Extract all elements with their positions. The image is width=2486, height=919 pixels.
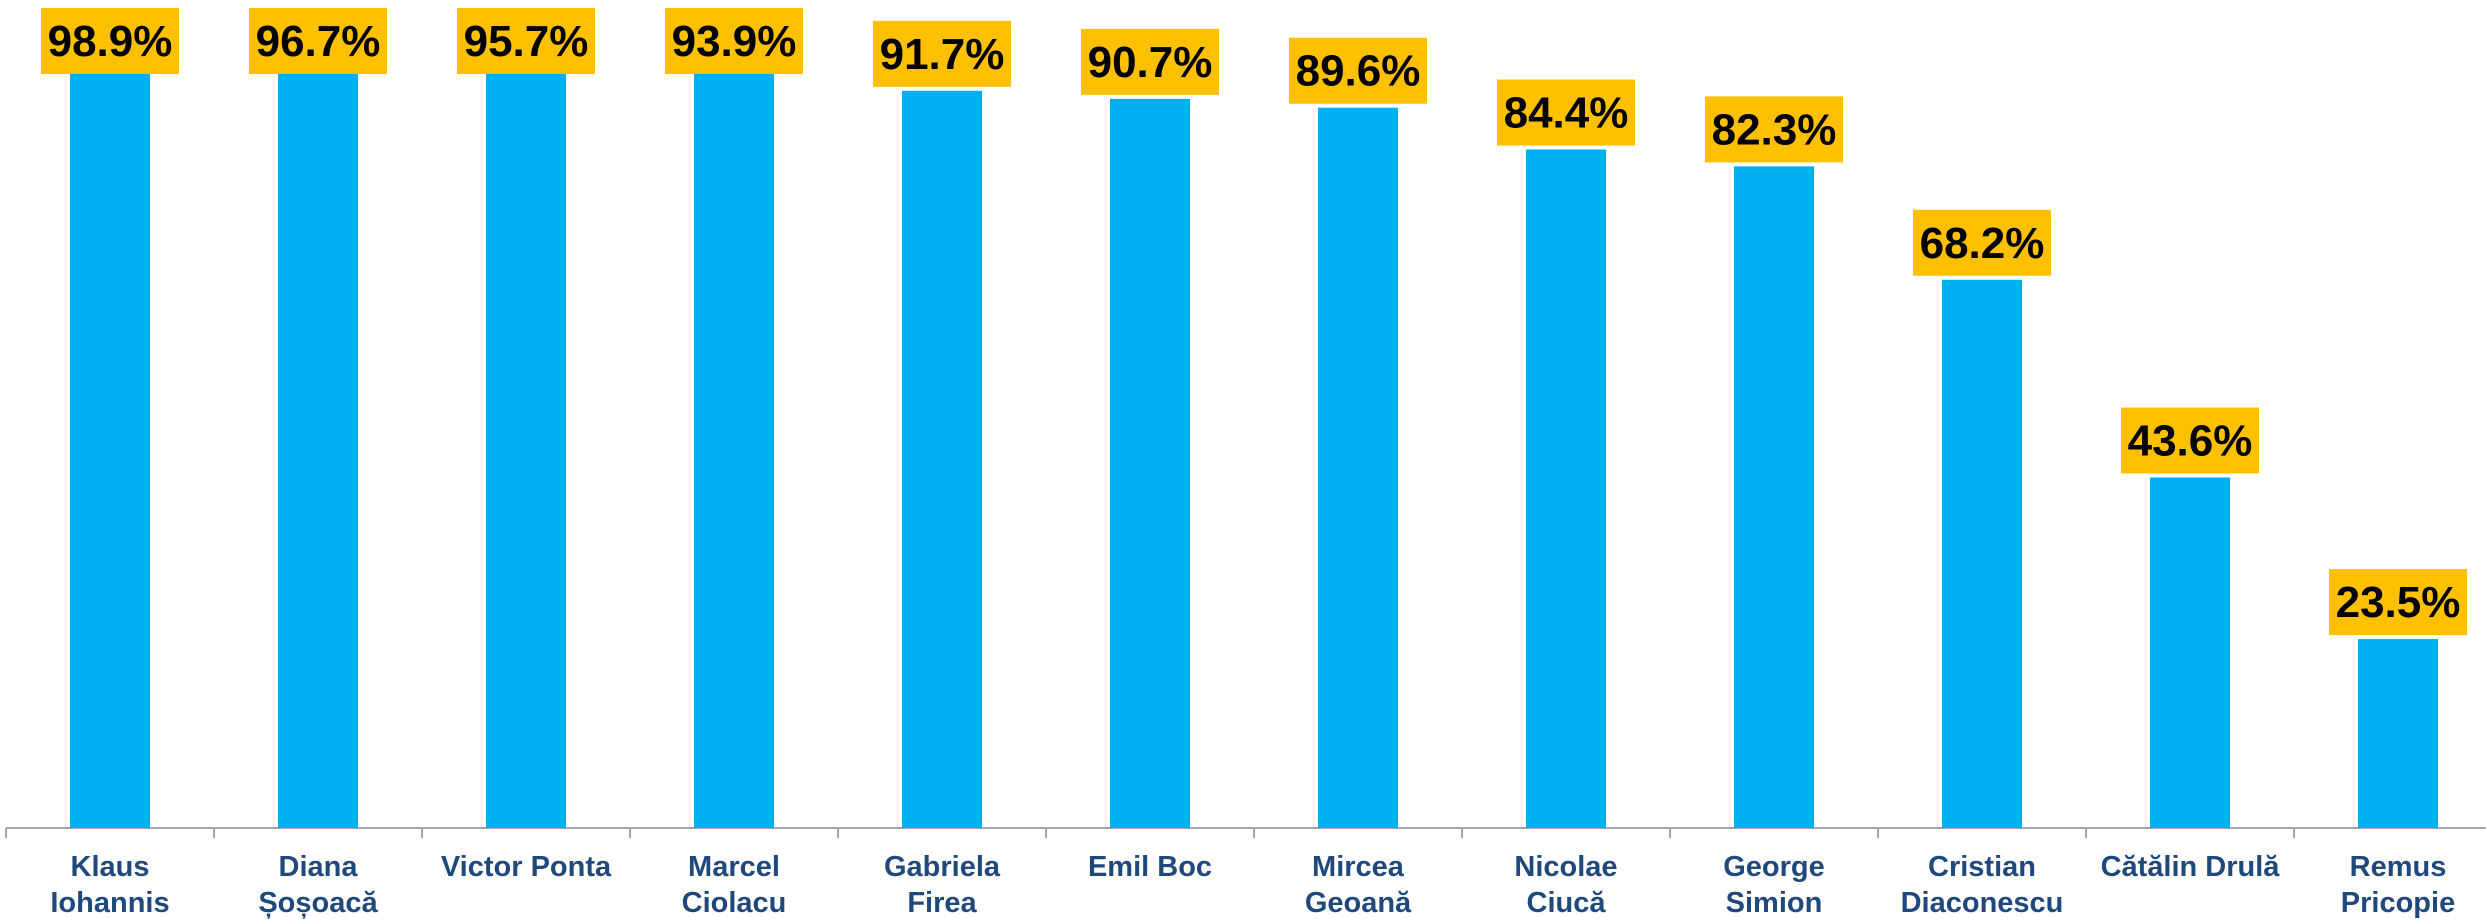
category-label: Cristian Diaconescu: [1901, 851, 2064, 919]
category-label-line: Șoșoacă: [258, 887, 378, 919]
data-label: 89.6%: [1296, 47, 1421, 96]
data-label: 93.9%: [672, 17, 797, 66]
category-label-line: Geoană: [1305, 887, 1412, 919]
data-label-background: [41, 8, 179, 74]
category-label-line: Diana: [279, 851, 359, 883]
category-label-line: Diaconescu: [1901, 887, 2064, 919]
category-label: Gabriela Firea: [884, 851, 1001, 919]
data-label-background: [665, 8, 803, 74]
data-label: 91.7%: [880, 30, 1005, 79]
bar: [1942, 279, 2022, 828]
category-label-line: Cristian: [1928, 851, 2036, 883]
bar: [1526, 149, 1606, 828]
bar: [694, 73, 774, 829]
data-label-background: [2121, 407, 2259, 474]
category-label-line: George: [1723, 851, 1825, 883]
data-label-background: [873, 20, 1011, 87]
category-label: Emil Boc: [1088, 851, 1212, 883]
x-axis-ticks: [5, 828, 2295, 838]
category-label-line: Simion: [1726, 887, 1823, 919]
category-label-line: Gabriela: [884, 851, 1001, 883]
data-label-background: [1705, 96, 1843, 163]
category-label: Nicolae Ciucă: [1514, 851, 1617, 919]
category-label-line: Marcel: [688, 851, 780, 883]
data-label: 68.2%: [1920, 219, 2045, 268]
category-label-line: Firea: [907, 887, 977, 919]
category-label-line: Remus: [2350, 851, 2447, 883]
data-label-background: [1913, 209, 2051, 276]
data-label-background: [2329, 569, 2467, 636]
category-label-line: Pricopie: [2341, 887, 2455, 919]
bars-group: [70, 32, 2438, 829]
bar: [2358, 639, 2438, 828]
category-label: George Simion: [1723, 851, 1825, 919]
bar: [1318, 107, 1398, 828]
data-labels-group: 98.9% 96.7% 95.7% 93.9% 91.7% 90.7% 89.6% 84.4%…: [41, 8, 2467, 636]
category-label: Mircea Geoană: [1305, 851, 1412, 919]
data-label: 84.4%: [1504, 89, 1629, 138]
data-label-background: [1497, 79, 1635, 146]
category-label-line: Klaus: [71, 851, 150, 883]
data-label: 23.5%: [2336, 578, 2461, 627]
data-label-background: [1289, 37, 1427, 104]
bar: [278, 50, 358, 829]
bar: [1110, 98, 1190, 828]
data-label: 90.7%: [1088, 38, 1213, 87]
data-label: 95.7%: [464, 17, 589, 66]
category-labels-group: Klaus Iohannis Diana Șoșoacă Victor Ponta Mar…: [50, 851, 2455, 919]
category-label-line: Ciolacu: [682, 887, 787, 919]
category-label: Klaus Iohannis: [50, 851, 169, 919]
data-label: 43.6%: [2128, 417, 2253, 466]
category-label-line: Iohannis: [50, 887, 169, 919]
category-label-line: Emil Boc: [1088, 851, 1212, 883]
category-label-line: Cătălin Drulă: [2101, 851, 2281, 883]
category-label: Cătălin Drulă: [2101, 851, 2281, 883]
bar: [2150, 477, 2230, 828]
bar: [1734, 166, 1814, 829]
data-label-background: [457, 8, 595, 74]
data-label: 96.7%: [256, 17, 381, 66]
category-label: Marcel Ciolacu: [682, 851, 787, 919]
category-label-line: Mircea: [1312, 851, 1405, 883]
bar: [902, 90, 982, 828]
data-label: 82.3%: [1712, 105, 1837, 154]
bar: [70, 32, 150, 828]
category-label: Diana Șoșoacă: [258, 851, 378, 919]
bar: [486, 58, 566, 829]
category-label-line: Ciucă: [1527, 887, 1607, 919]
category-label-line: Nicolae: [1514, 851, 1617, 883]
data-label: 98.9%: [48, 17, 173, 66]
data-label-background: [249, 8, 387, 74]
category-label: Remus Pricopie: [2341, 851, 2455, 919]
data-label-background: [1081, 28, 1219, 95]
category-label-line: Victor Ponta: [441, 851, 612, 883]
category-label: Victor Ponta: [441, 851, 612, 883]
